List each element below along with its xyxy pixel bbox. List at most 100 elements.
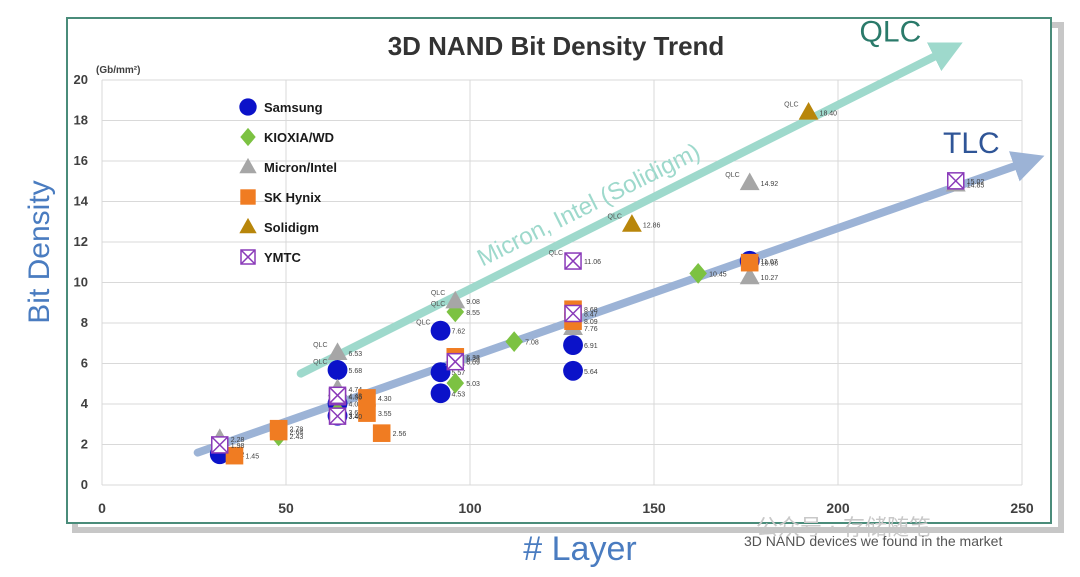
point-xsquare-cross [328, 386, 347, 404]
point-diamond [240, 127, 256, 147]
data-label: 5.68 [349, 368, 363, 375]
x-tick-label: 50 [278, 500, 294, 516]
trend-label-tlc: TLC [943, 127, 1000, 160]
data-label: 14.92 [761, 181, 779, 188]
caption: 3D NAND devices we found in the market [744, 533, 1003, 549]
data-label: 2.43 [290, 434, 304, 441]
point-diamond [446, 372, 465, 394]
qlc-tag: QLC [784, 101, 798, 108]
point-square [240, 189, 256, 205]
point-circle [430, 362, 451, 383]
point-triangle [739, 266, 760, 285]
data-label: 5.57 [452, 370, 466, 377]
legend-label: Samsung [264, 100, 323, 115]
data-label: 6.25 [466, 356, 480, 363]
data-label: 4.03 [349, 401, 363, 408]
y-tick-label: 14 [74, 194, 89, 209]
x-tick-label: 100 [458, 500, 482, 516]
data-label: 5.03 [466, 381, 480, 388]
point-square [358, 404, 376, 422]
point-diamond [505, 331, 523, 353]
data-label: 7.62 [452, 329, 466, 336]
point-triangle [622, 214, 642, 232]
legend-label: Solidigm [264, 220, 319, 235]
qlc-tag: QLC [725, 172, 739, 179]
data-label: 15.02 [967, 179, 985, 186]
data-label: 10.45 [709, 271, 727, 278]
point-triangle [445, 290, 466, 309]
data-label: 4.43 [349, 393, 363, 400]
data-label: 5.64 [584, 369, 598, 376]
y-tick-label: 8 [81, 315, 88, 330]
legend-label: YMTC [264, 250, 301, 265]
data-label: 6.53 [349, 351, 363, 358]
qlc-tag: QLC [431, 290, 445, 297]
data-label: 8.55 [466, 310, 480, 317]
point-triangle [739, 172, 760, 191]
data-label: 8.68 [584, 307, 598, 314]
trend-label-qlc: QLC [860, 16, 922, 49]
data-label: 7.08 [525, 340, 539, 347]
point-xsquare-cross [947, 172, 965, 190]
x-tick-label: 250 [1010, 500, 1034, 516]
data-label: 1.98 [231, 443, 245, 450]
data-label: 14.85 [967, 182, 985, 189]
point-xsquare-cross [564, 304, 582, 323]
data-label: 7.76 [584, 326, 598, 333]
data-label: 4.74 [349, 387, 363, 394]
qlc-tag: QLC [313, 342, 327, 349]
data-label: 10.27 [761, 275, 779, 282]
data-label: 6.09 [466, 360, 480, 367]
point-square [372, 424, 391, 442]
legend-label: KIOXIA/WD [264, 130, 334, 145]
x-tick-label: 0 [98, 500, 106, 516]
data-label: 3.55 [378, 411, 392, 418]
data-label: 18.40 [820, 110, 838, 117]
y-tick-label: 18 [74, 113, 88, 128]
point-triangle [239, 217, 257, 234]
legend-label: SK Hynix [264, 190, 322, 205]
y-tick-label: 16 [74, 153, 88, 168]
point-square [358, 389, 376, 407]
y-tick-label: 0 [81, 477, 88, 492]
data-label: 11.06 [584, 259, 601, 266]
data-label: 8.47 [584, 311, 598, 318]
data-label: 3.61 [349, 410, 363, 417]
legend: Samsung KIOXIA/WD Micron/Intel SK Hynix Soli… [239, 98, 337, 265]
data-label: 4.53 [452, 391, 466, 398]
point-xsquare-cross [446, 353, 464, 371]
point-circle [563, 360, 583, 381]
data-label: 1.45 [245, 454, 259, 461]
y-axis-title: Bit Density [23, 180, 56, 324]
point-xsquare-cross [328, 407, 347, 425]
x-tick-label: 200 [826, 500, 850, 516]
data-label: 6.33 [466, 355, 480, 362]
point-circle [327, 360, 348, 380]
y-tick-label: 2 [81, 437, 88, 452]
point-circle [239, 98, 257, 116]
data-label: 8.09 [584, 319, 598, 326]
point-diamond [689, 262, 707, 284]
watermark: 公众号 · 存储随笔 [756, 516, 931, 541]
y-tick-label: 4 [81, 396, 89, 411]
point-xsquare-cross [564, 252, 582, 270]
data-label: 3.40 [349, 414, 363, 421]
data-label: 2.78 [290, 427, 304, 434]
qlc-tag: QLC [313, 359, 327, 366]
legend-label: Micron/Intel [264, 160, 337, 175]
x-tick-label: 150 [642, 500, 666, 516]
data-label: 4.36 [349, 395, 363, 402]
y-tick-label: 12 [74, 234, 88, 249]
data-label: 12.86 [643, 223, 661, 230]
qlc-tag: QLC [608, 214, 622, 221]
data-label: 2.56 [393, 431, 407, 438]
data-points: 1.525.68QLC4.033.427.62QLC5.574.536.915.… [209, 101, 985, 465]
data-label: 11.07 [761, 259, 778, 266]
data-label: 10.98 [761, 261, 779, 268]
data-label: 3.42 [349, 414, 363, 421]
y-tick-label: 10 [74, 275, 88, 290]
data-label: 2.28 [231, 437, 245, 444]
data-label: 2.64 [290, 430, 304, 437]
